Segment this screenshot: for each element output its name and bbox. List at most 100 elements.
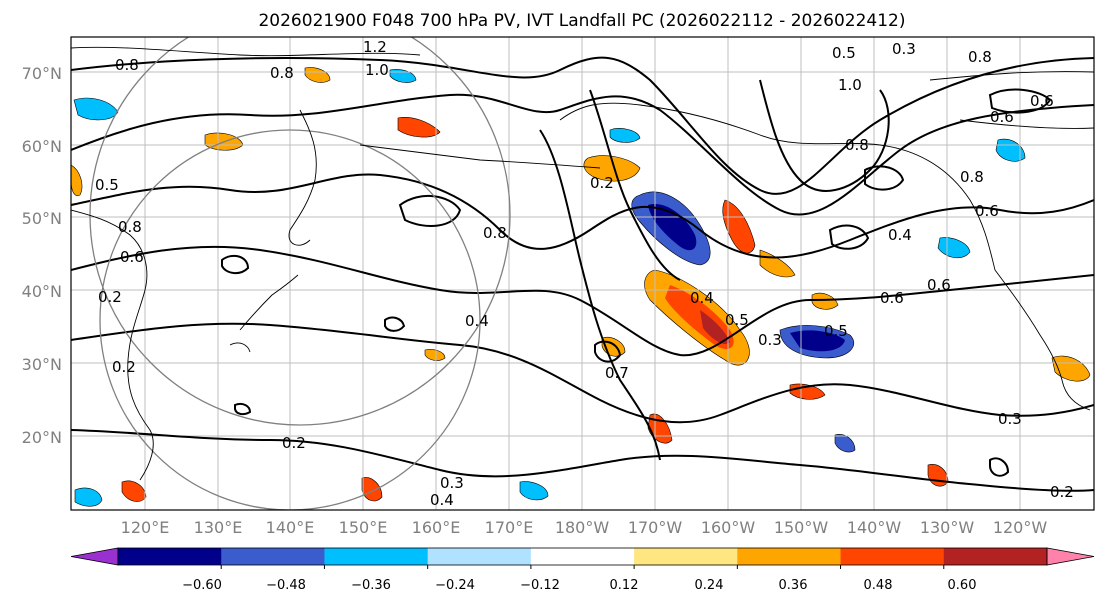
colorbar-tick-label: 0.48 bbox=[864, 578, 893, 593]
contour-label: 0.6 bbox=[927, 276, 951, 294]
lon-label: 160°W bbox=[701, 518, 756, 537]
contour-label: 0.8 bbox=[270, 64, 294, 82]
contour-label: 0.3 bbox=[440, 474, 464, 492]
lon-label: 170°E bbox=[485, 518, 534, 537]
contour-label: 0.8 bbox=[115, 56, 139, 74]
pv-negative-blob bbox=[648, 204, 697, 251]
pv-negative-blob bbox=[73, 97, 119, 121]
contour-label: 0.2 bbox=[98, 288, 122, 306]
colorbar-ticks bbox=[220, 565, 945, 569]
lon-label: 120°E bbox=[121, 518, 170, 537]
lon-label: 180°W bbox=[555, 518, 610, 537]
colorbar-extend-high bbox=[1046, 547, 1095, 566]
colorbar-swatch bbox=[118, 548, 222, 565]
contour-label: 0.8 bbox=[483, 224, 507, 242]
contour-label: 0.4 bbox=[690, 289, 714, 307]
contour-label: 0.6 bbox=[880, 289, 904, 307]
longitude-labels: 120°E 130°E 140°E 150°E 160°E 170°E 180°… bbox=[121, 518, 1048, 537]
coastline-asia bbox=[71, 209, 154, 481]
contour-line bbox=[384, 316, 406, 332]
contour-line bbox=[221, 254, 250, 274]
contour-line bbox=[234, 402, 252, 416]
pv-positive-blob bbox=[304, 67, 331, 83]
coastline-japan bbox=[229, 274, 299, 353]
contour-label: 0.3 bbox=[892, 40, 916, 58]
contour-line bbox=[71, 322, 1094, 424]
contour-label: 0.4 bbox=[888, 226, 912, 244]
colorbar-tick-label: 0.24 bbox=[695, 578, 724, 593]
lat-label: 40°N bbox=[22, 282, 62, 301]
contour-line bbox=[589, 89, 681, 281]
lon-label: 150°E bbox=[339, 518, 388, 537]
contour-label: 0.5 bbox=[725, 311, 749, 329]
colorbar-swatches bbox=[70, 547, 1095, 566]
contour-label: 0.4 bbox=[430, 491, 454, 509]
map-panel bbox=[70, 36, 1095, 511]
pv-positive-blob bbox=[397, 117, 441, 138]
pv-positive-blob bbox=[583, 155, 641, 182]
coastline-kamchatka bbox=[288, 109, 317, 246]
pv-negative-blob bbox=[609, 128, 641, 143]
coastline-northamerica bbox=[994, 269, 1091, 411]
contour-label: 0.8 bbox=[960, 168, 984, 186]
lat-label: 70°N bbox=[22, 64, 62, 83]
colorbar-tick-label: −0.60 bbox=[182, 578, 222, 593]
contour-line bbox=[864, 165, 905, 191]
colorbar-tick-label: 0.12 bbox=[610, 578, 639, 593]
lon-label: 130°E bbox=[194, 518, 243, 537]
contour-line bbox=[828, 224, 870, 250]
contour-label: 0.6 bbox=[975, 202, 999, 220]
colorbar: −0.60 −0.48 −0.36 −0.24 −0.12 0.12 0.24 … bbox=[70, 547, 1095, 593]
pv-positive-blob bbox=[811, 292, 839, 310]
colorbar-tick-label: −0.24 bbox=[435, 578, 475, 593]
lon-label: 140°W bbox=[847, 518, 902, 537]
contour-line bbox=[594, 340, 622, 363]
lat-label: 20°N bbox=[22, 428, 62, 447]
colorbar-tick-label: −0.36 bbox=[351, 578, 391, 593]
contour-label: 0.5 bbox=[95, 176, 119, 194]
coastline-canada bbox=[929, 71, 1094, 129]
contour-label: 0.8 bbox=[968, 48, 992, 66]
colorbar-swatch bbox=[634, 548, 738, 565]
contour-line bbox=[71, 429, 1094, 492]
pv-negative-blob bbox=[74, 487, 103, 507]
map-gridlines bbox=[71, 37, 1094, 510]
colorbar-swatch bbox=[943, 548, 1048, 565]
colorbar-swatch bbox=[324, 548, 429, 565]
pv-positive-blob bbox=[1051, 355, 1091, 382]
contour-line bbox=[398, 194, 462, 227]
colorbar-frame bbox=[117, 547, 1048, 566]
pv-negative-blob bbox=[519, 481, 549, 501]
contour-label: 1.0 bbox=[838, 76, 862, 94]
contour-line bbox=[989, 457, 1010, 477]
contour-label: 0.5 bbox=[832, 44, 856, 62]
lat-label: 60°N bbox=[22, 137, 62, 156]
colorbar-swatch bbox=[737, 548, 842, 565]
contour-line bbox=[71, 173, 1094, 259]
lat-label: 50°N bbox=[22, 209, 62, 228]
contour-label: 0.8 bbox=[118, 218, 142, 236]
lon-label: 120°W bbox=[993, 518, 1048, 537]
contour-line bbox=[71, 56, 1094, 195]
map-frame bbox=[70, 36, 1095, 511]
figure-title: 2026021900 F048 700 hPa PV, IVT Landfall… bbox=[258, 11, 905, 31]
contour-line bbox=[71, 245, 1094, 357]
contour-label: 0.7 bbox=[605, 364, 629, 382]
contour-line bbox=[71, 93, 1094, 216]
contour-label: 0.2 bbox=[1050, 483, 1074, 501]
coastline-alaska bbox=[559, 102, 996, 271]
pv-negative-blob bbox=[834, 434, 856, 453]
contour-label: 0.6 bbox=[1030, 92, 1054, 110]
contour-label: 1.0 bbox=[365, 61, 389, 79]
contour-label: 0.8 bbox=[845, 136, 869, 154]
contour-line bbox=[988, 88, 1052, 114]
range-ring-circle bbox=[99, 129, 481, 510]
pv-negative-blob bbox=[937, 237, 971, 259]
contour-line bbox=[759, 79, 890, 192]
pv-negative-blob bbox=[790, 330, 845, 352]
contour-label: 0.2 bbox=[590, 174, 614, 192]
lon-label: 150°W bbox=[774, 518, 829, 537]
pv-positive-blob bbox=[424, 349, 446, 361]
lon-label: 130°W bbox=[920, 518, 975, 537]
